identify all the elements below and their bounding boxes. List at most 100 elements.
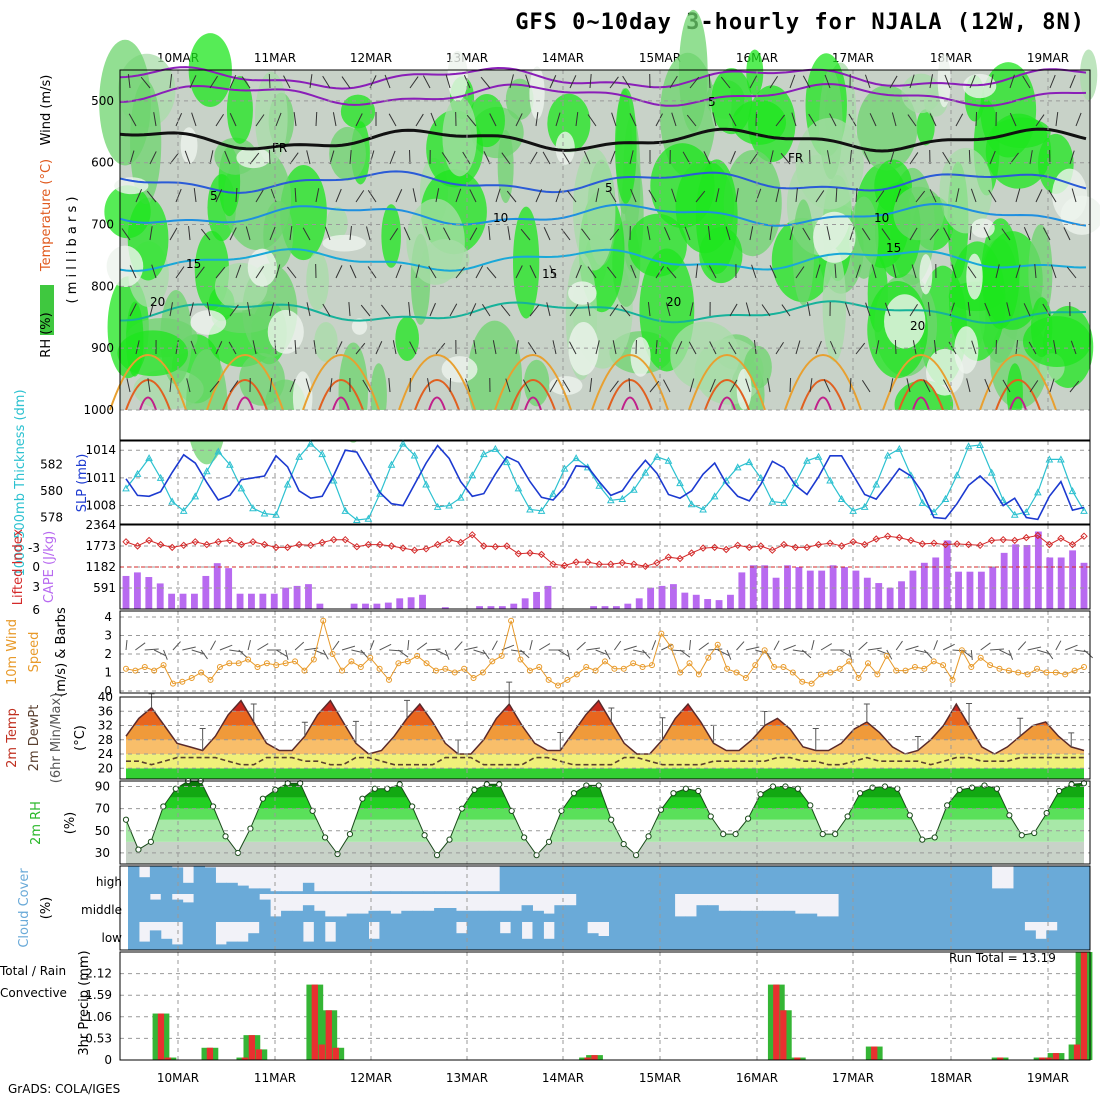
cloud-high-bar — [521, 866, 533, 894]
temp-unit-label: (°C) — [73, 725, 88, 751]
wind-barb-10m — [1036, 649, 1051, 655]
wind-barb — [735, 188, 739, 203]
rh-contour — [226, 76, 253, 144]
wind-barb — [415, 113, 424, 127]
wind-speed-point — [395, 660, 402, 667]
wind-speed-point — [526, 667, 533, 674]
wind-barb-10m — [210, 640, 217, 651]
precip-convective-bar — [248, 1035, 256, 1060]
cloud-low-bar — [609, 922, 621, 950]
lifted-index-point — [791, 543, 800, 552]
wind-barb-10m — [294, 641, 305, 651]
wind-barb — [1009, 113, 1017, 127]
thickness-point — [745, 458, 754, 466]
precip-convective-legend: Convective — [0, 986, 67, 1000]
surface-gap — [120, 410, 1090, 440]
isotherm-30-line — [607, 379, 653, 411]
wind-speed-point — [987, 662, 994, 669]
cloud-low-bar — [849, 922, 861, 950]
rh-contour — [650, 143, 715, 229]
rh-point — [570, 790, 577, 797]
wind-barb-10m — [369, 640, 375, 651]
cape-bar — [487, 606, 495, 609]
cloud-middle-bar — [412, 910, 424, 922]
wind-speed-point — [630, 660, 637, 667]
cape-bar — [373, 603, 381, 609]
wind-barb — [875, 190, 885, 203]
wind-barb — [409, 76, 419, 89]
wind-speed-point — [226, 660, 233, 667]
temp-minmax-whisker — [148, 693, 155, 708]
rh-point — [359, 795, 366, 802]
thickness-point — [560, 464, 569, 472]
wind-speed-point — [451, 669, 458, 676]
rh-point — [1068, 781, 1075, 788]
thickness-point — [295, 452, 303, 460]
wind-barb — [609, 150, 616, 165]
wind-barb-10m — [464, 646, 478, 651]
wind-barb — [175, 266, 185, 279]
wind-barb — [395, 189, 403, 203]
cape-bar — [738, 572, 746, 609]
wind-barb — [245, 226, 251, 241]
wind-speed-point — [367, 654, 374, 661]
rh-point — [732, 831, 739, 838]
cloud-high-bar — [226, 882, 238, 894]
wind-barb — [465, 378, 471, 393]
wind-speed-point — [508, 617, 515, 624]
wind-tick-label: 2 — [104, 647, 112, 661]
pressure-unit-label: ( m i l l i b a r s ) — [65, 197, 80, 304]
lifted-index-point — [549, 560, 557, 568]
wind-barb — [720, 76, 731, 89]
wind-barb — [628, 377, 631, 393]
wind-barb — [695, 190, 706, 203]
thickness-point — [491, 444, 500, 452]
wind-speed-point — [639, 663, 646, 670]
wind-barb — [149, 226, 153, 241]
rh-dry-patch — [925, 348, 964, 396]
lifted-index-point — [341, 535, 350, 544]
temp-minmax-whisker — [966, 703, 973, 726]
cloud-middle-bar — [772, 910, 785, 922]
cape-bar — [259, 593, 267, 609]
thickness-point — [768, 497, 777, 505]
lifted-index-point — [491, 542, 500, 551]
wind-barb-10m — [473, 649, 487, 655]
rh-dry-patch — [322, 234, 367, 252]
cloud-middle-bar — [488, 910, 501, 922]
thickness-point — [941, 494, 950, 502]
lifted-index-point — [249, 538, 257, 546]
wind-barb — [967, 266, 977, 279]
pressure-tick-label: 800 — [91, 279, 114, 293]
wind-speed-point — [592, 667, 599, 674]
wind-barb — [147, 378, 151, 393]
isotherm-line — [119, 248, 1087, 272]
isotherm-35-line — [428, 396, 446, 411]
lifted-index-point — [1057, 534, 1065, 543]
wind-speed-point — [292, 658, 299, 665]
wind-barb-10m — [745, 646, 760, 651]
rh-point — [421, 832, 428, 839]
cloud-middle-bar — [871, 894, 883, 922]
cloud-middle-bar — [729, 910, 741, 922]
wind-speed-point — [1015, 669, 1022, 676]
rh-point — [1056, 787, 1063, 795]
thickness-point — [249, 504, 257, 512]
cloud-low-bar — [652, 922, 665, 950]
cape-bar — [1069, 550, 1077, 609]
cape-bar — [498, 606, 506, 609]
wind-barb-10m — [820, 643, 832, 651]
dewpoint-axis-label: 2m DewPt — [27, 705, 42, 772]
cloud-middle-bar — [860, 894, 872, 922]
lifted-index-point — [907, 536, 915, 545]
rh-point — [844, 813, 851, 820]
cloud-middle-bar — [532, 910, 544, 922]
wind-barb — [751, 264, 757, 279]
wind-barb-10m — [773, 640, 780, 651]
slp-axis-label: SLP (mb) — [75, 454, 90, 513]
thickness-point — [837, 494, 846, 502]
isotherm-35-line — [621, 396, 639, 411]
pressure-tick-label: 700 — [91, 218, 114, 232]
isotherm-35-line — [1009, 396, 1027, 411]
wind-barb — [955, 188, 960, 203]
